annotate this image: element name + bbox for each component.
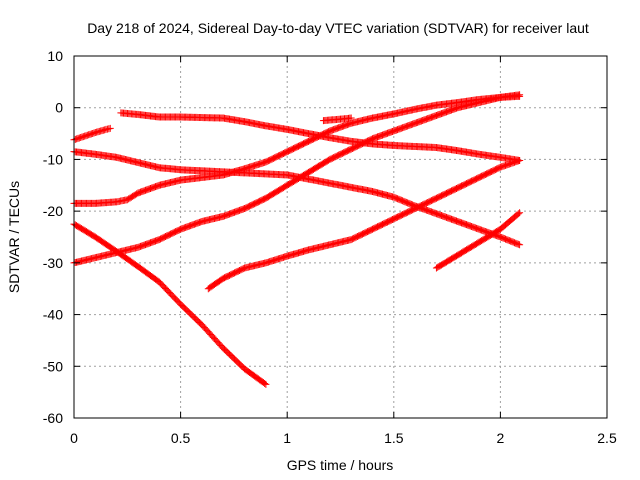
data-point (261, 379, 269, 387)
y-tick-label: 10 (47, 48, 63, 64)
y-tick-label: -30 (43, 255, 63, 271)
data-point (262, 380, 270, 388)
data-point (516, 241, 524, 249)
x-tick-label: 0 (70, 430, 78, 446)
x-tick-label: 2 (497, 430, 505, 446)
grid (74, 56, 607, 418)
y-tick-label: -20 (43, 203, 63, 219)
data-point (516, 156, 524, 164)
y-axis-label: SDTVAR / TECUs (6, 181, 22, 293)
y-tick-label: -60 (43, 410, 63, 426)
data-point (347, 114, 355, 122)
y-tick-label: -40 (43, 307, 63, 323)
x-tick-label: 0.5 (171, 430, 191, 446)
data-series (204, 156, 524, 293)
data-layer (70, 91, 524, 388)
data-point (106, 124, 114, 132)
data-point (516, 209, 524, 217)
y-axis: 10 0 -10 -20 -30 -40 -50 -60 (43, 48, 607, 426)
chart-title: Day 218 of 2024, Sidereal Day-to-day VTE… (87, 20, 589, 36)
x-tick-label: 1.5 (384, 430, 404, 446)
data-series (70, 124, 114, 144)
y-tick-label: -10 (43, 151, 63, 167)
x-tick-label: 2.5 (597, 430, 617, 446)
y-tick-label: 0 (55, 100, 63, 116)
data-series (70, 148, 524, 249)
data-series (319, 114, 355, 125)
data-point (514, 210, 522, 218)
x-tick-label: 1 (283, 430, 291, 446)
x-axis-label: GPS time / hours (287, 457, 394, 473)
x-axis: 0 0.5 1 1.5 2 2.5 (70, 56, 617, 446)
data-point (514, 240, 522, 248)
data-series (432, 209, 524, 272)
data-series (70, 91, 524, 267)
data-series (70, 220, 270, 388)
data-point (516, 91, 524, 99)
y-tick-label: -50 (43, 358, 63, 374)
plot-frame (73, 55, 608, 419)
